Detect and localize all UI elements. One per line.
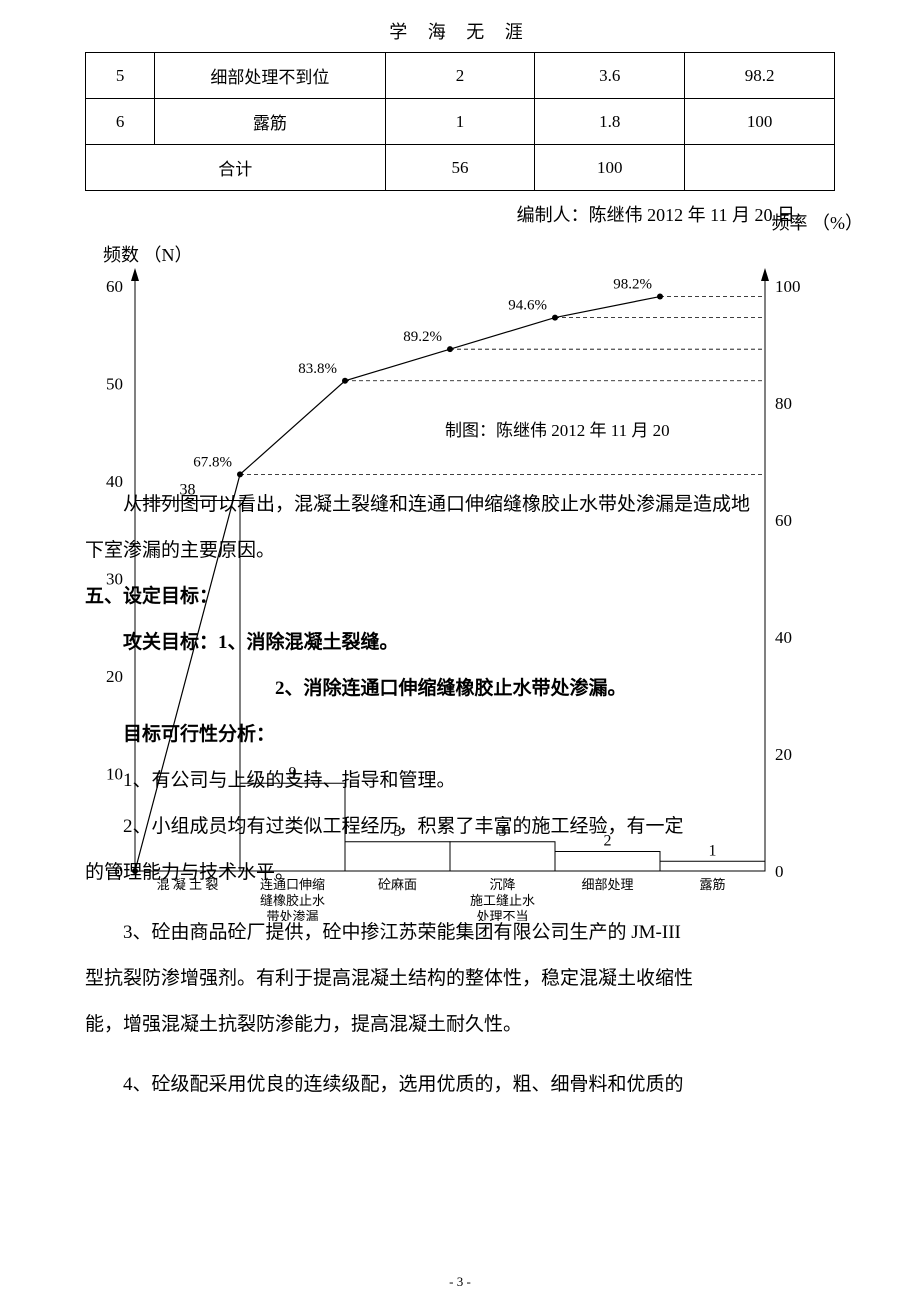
table-row: 5 细部处理不到位 2 3.6 98.2 [86,53,835,99]
page-header: 学 海 无 涯 [85,18,835,44]
editor-credit: 编制人：陈继伟 2012 年 11 月 20 日 [85,201,835,227]
cell-cum: 100 [685,99,835,145]
feasibility-heading: 目标可行性分析： [85,712,835,758]
table-row: 6 露筋 1 1.8 100 [86,99,835,145]
goal-line: 攻关目标：1、消除混凝土裂缝。 [85,620,835,666]
body-line: 型抗裂防渗增强剂。有利于提高混凝土结构的整体性，稳定混凝土收缩性 [85,956,835,1002]
cell-cum: 98.2 [685,53,835,99]
paragraph: 型抗裂防渗增强剂。有利于提高混凝土结构的整体性，稳定混凝土收缩性 [85,956,835,1002]
cell-pct: 3.6 [535,53,685,99]
paragraph: 从排列图可以看出，混凝土裂缝和连通口伸缩缝橡胶止水带处渗漏是造成地 [85,482,835,528]
heading: 五、设定目标： [85,574,835,620]
cell-name: 露筋 [155,99,385,145]
bold-text: 2、消除连通口伸缩缝橡胶止水带处渗漏。 [85,666,835,712]
cell-total-label: 合计 [86,145,386,191]
body-line: 能，增强混凝土抗裂防渗能力，提高混凝土耐久性。 [85,1002,835,1048]
paragraph: 3、砼由商品砼厂提供，砼中掺江苏荣能集团有限公司生产的 JM-III [85,910,835,956]
cell-name: 细部处理不到位 [155,53,385,99]
bold-text: 攻关目标：1、消除混凝土裂缝。 [85,620,835,666]
goal-line: 2、消除连通口伸缩缝橡胶止水带处渗漏。 [85,666,835,712]
body-line: 的管理能力与技术水平。 [85,850,835,896]
svg-text:制图：陈继伟 2012 年 11 月 20: 制图：陈继伟 2012 年 11 月 20 [445,421,670,440]
svg-text:98.2%: 98.2% [613,277,652,293]
paragraph: 能，增强混凝土抗裂防渗能力，提高混凝土耐久性。 [85,1002,835,1048]
paragraph: 2、小组成员均有过类似工程经历，积累了丰富的施工经验，有一定 [85,804,835,850]
body-line: 4、砼级配采用优良的连续级配，选用优质的，粗、细骨料和优质的 [85,1062,835,1108]
paragraph: 的管理能力与技术水平。 [85,850,835,896]
svg-text:80: 80 [775,394,792,413]
body-line: 2、小组成员均有过类似工程经历，积累了丰富的施工经验，有一定 [85,804,835,850]
cell-idx: 5 [86,53,155,99]
cell-total-pct: 100 [535,145,685,191]
page-number: - 3 - [0,1274,920,1290]
svg-text:67.8%: 67.8% [193,454,232,470]
cell-count: 1 [385,99,535,145]
cell-pct: 1.8 [535,99,685,145]
body-line: 下室渗漏的主要原因。 [85,528,835,574]
cell-count: 2 [385,53,535,99]
svg-text:50: 50 [106,375,123,394]
section-heading: 五、设定目标： [85,574,835,620]
svg-text:83.8%: 83.8% [298,361,337,377]
body-line: 从排列图可以看出，混凝土裂缝和连通口伸缩缝橡胶止水带处渗漏是造成地 [85,482,835,528]
cell-total-count: 56 [385,145,535,191]
cell-idx: 6 [86,99,155,145]
bold-text: 目标可行性分析： [85,712,835,758]
svg-text:100: 100 [775,277,801,296]
paragraph: 1、有公司与上级的支持、指导和管理。 [85,758,835,804]
svg-text:60: 60 [106,277,123,296]
svg-text:94.6%: 94.6% [508,298,547,314]
paragraph: 4、砼级配采用优良的连续级配，选用优质的，粗、细骨料和优质的 [85,1062,835,1108]
table-row-total: 合计 56 100 [86,145,835,191]
svg-text:89.2%: 89.2% [403,329,442,345]
data-table: 5 细部处理不到位 2 3.6 98.2 6 露筋 1 1.8 100 合计 5… [85,52,835,191]
body-line: 1、有公司与上级的支持、指导和管理。 [85,758,835,804]
paragraph: 下室渗漏的主要原因。 [85,528,835,574]
body-line: 3、砼由商品砼厂提供，砼中掺江苏荣能集团有限公司生产的 JM-III [85,910,835,956]
cell-empty [685,145,835,191]
